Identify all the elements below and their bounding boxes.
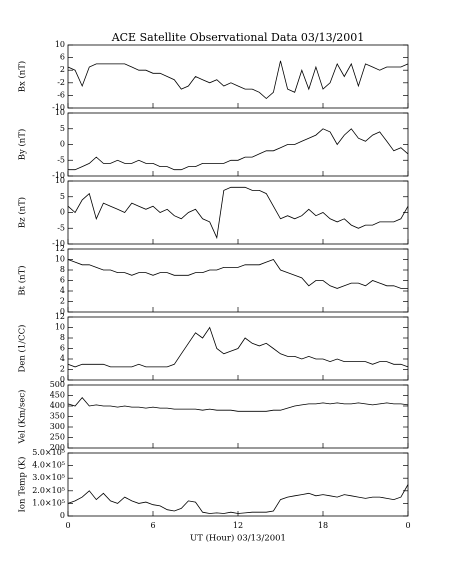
y-tick-label: 0 [60, 140, 65, 149]
y-tick-label: 4 [60, 354, 65, 363]
x-tick-label: 6 [150, 521, 155, 530]
panel-frame [67, 112, 409, 177]
y-axis-label: Den (1/CC) [17, 325, 28, 373]
y-tick-label: 2 [60, 65, 65, 74]
y-tick-label: 10 [55, 323, 65, 332]
y-tick-label: 5 [60, 192, 65, 201]
y-tick-label: 10 [55, 176, 65, 185]
y-tick-label: 0 [60, 511, 65, 520]
y-tick-label: -2 [57, 78, 65, 87]
y-tick-label: 0 [60, 208, 65, 217]
x-tick-label: 12 [233, 521, 243, 530]
y-tick-label: 12 [55, 244, 65, 253]
y-tick-label: 200 [50, 443, 65, 452]
y-tick-label: -10 [52, 239, 65, 248]
y-tick-label: 2 [60, 297, 65, 306]
panel-frame [67, 180, 409, 245]
y-tick-label: 250 [50, 433, 65, 442]
x-tick-label: 0 [65, 521, 70, 530]
data-line [67, 326, 409, 368]
y-tick-label: 3.0×10⁵ [32, 473, 65, 482]
y-tick-label: 10 [55, 40, 65, 49]
y-axis-label: By (nT) [17, 129, 28, 161]
data-line [67, 396, 409, 412]
panel-frame [67, 248, 409, 313]
data-line [67, 484, 409, 514]
y-tick-label: 12 [55, 312, 65, 321]
y-tick-label: 1.0×10⁵ [32, 498, 65, 507]
data-line [67, 186, 409, 240]
y-tick-label: 5 [60, 124, 65, 133]
y-tick-label: 2 [60, 365, 65, 374]
y-tick-label: 4.0×10⁵ [32, 461, 65, 470]
y-axis-label: Ion Temp (K) [17, 457, 28, 513]
y-tick-label: 6 [60, 344, 65, 353]
y-tick-label: -5 [57, 155, 65, 164]
y-tick-label: -10 [52, 103, 65, 112]
y-tick-label: -5 [57, 223, 65, 232]
data-line [67, 60, 409, 100]
x-axis-label: UT (Hour) 03/13/2001 [190, 533, 286, 544]
data-line [68, 128, 409, 171]
y-tick-label: 4 [60, 286, 65, 295]
y-tick-label: 450 [50, 391, 65, 400]
x-tick-label: 0 [405, 521, 410, 530]
y-tick-label: 400 [50, 401, 65, 410]
panel-frame [67, 384, 409, 449]
y-tick-label: 10 [55, 255, 65, 264]
y-tick-label: 2.0×10⁵ [32, 486, 65, 495]
y-tick-label: -10 [52, 171, 65, 180]
y-tick-label: 500 [50, 380, 65, 389]
y-tick-label: 10 [55, 108, 65, 117]
y-axis-label: Bz (nT) [17, 197, 28, 228]
y-axis-label: Vel (Km/sec) [17, 390, 28, 445]
panel-frame [67, 452, 409, 517]
y-axis-label: Bt (nT) [17, 265, 28, 295]
y-tick-label: 5.0×10⁵ [32, 448, 65, 457]
chart-title: ACE Satellite Observational Data 03/13/2… [111, 31, 365, 44]
y-tick-label: 350 [50, 412, 65, 421]
y-tick-label: 0 [60, 375, 65, 384]
y-tick-label: 0 [60, 307, 65, 316]
data-line [67, 259, 408, 289]
y-tick-label: 8 [60, 265, 65, 274]
y-axis-label: Bx (nT) [17, 61, 28, 93]
y-tick-label: 300 [50, 422, 65, 431]
y-tick-label: 6 [60, 276, 65, 285]
y-tick-label: 8 [60, 333, 65, 342]
y-tick-label: -6 [57, 90, 65, 99]
x-tick-label: 18 [318, 521, 328, 530]
y-tick-label: 6 [60, 53, 65, 62]
panel-frame [67, 44, 409, 109]
